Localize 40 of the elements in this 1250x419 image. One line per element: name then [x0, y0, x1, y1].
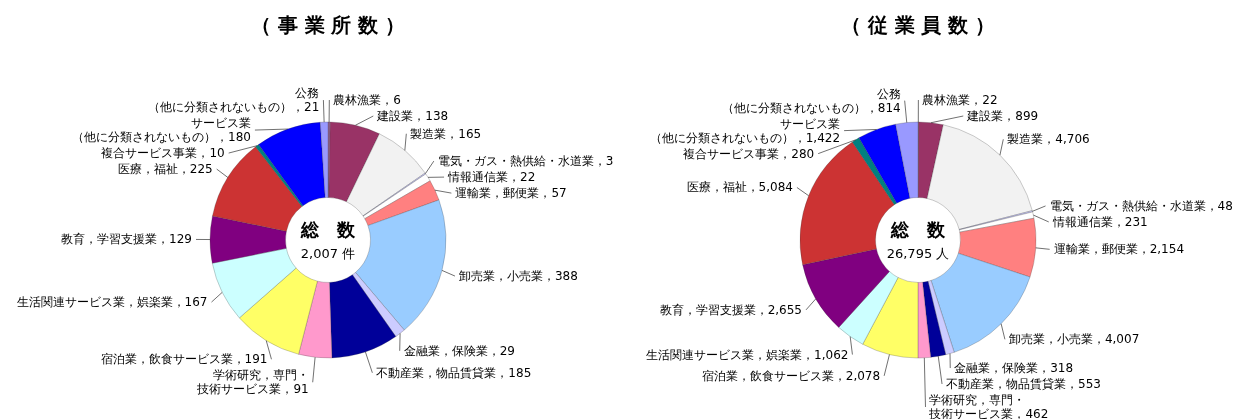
slice-label: 宿泊業，飲食サービス業，191 — [100, 352, 268, 367]
slice-label: 電気・ガス・熱供給・水道業，3 — [437, 154, 614, 169]
slice-label: 金融業，保険業，318 — [954, 361, 1074, 375]
slice-label: 複合サービス事業，280 — [683, 146, 815, 161]
slice-label: 生活関連サービス業，娯楽業，1,062 — [646, 347, 849, 362]
slice-label: 宿泊業，飲食サービス業，2,078 — [701, 368, 881, 383]
slice-label: 情報通信業，231 — [1051, 214, 1148, 229]
slice-label: 不動産業，物品賃貸業，553 — [946, 377, 1101, 391]
slice-label: 公務（他に分類されないもの），21 — [148, 86, 320, 115]
slice-label: 電気・ガス・熱供給・水道業，48 — [1049, 198, 1233, 213]
slice-label: 教育，学習支援業，129 — [61, 232, 192, 247]
slice-label: 卸売業，小売業，4,007 — [1008, 332, 1140, 347]
slice-label: 卸売業，小売業，388 — [458, 269, 578, 284]
slice-label: 複合サービス事業，10 — [101, 146, 225, 161]
slice-label: 学術研究，専門・技術サービス業，91 — [196, 368, 309, 397]
slice-label: 運輸業，郵便業，2,154 — [1053, 242, 1185, 257]
slice-label: 金融業，保険業，29 — [403, 343, 515, 358]
slice-label: 農林漁業，22 — [922, 93, 998, 107]
slice-label: サービス業（他に分類されないもの），180 — [72, 116, 251, 145]
slice-label: 生活関連サービス業，娯楽業，167 — [16, 295, 208, 310]
text: 26,795 人 — [886, 246, 950, 261]
slice-label: 建設業，899 — [966, 109, 1039, 123]
text: 総 数 — [300, 219, 356, 240]
slice-label: 情報通信業，22 — [447, 170, 536, 185]
slice-label: 学術研究，専門・技術サービス業，462 — [928, 393, 1049, 419]
slice-label: 教育，学習支援業，2,655 — [659, 302, 803, 317]
slice-label: 医療，福祉，5,084 — [686, 180, 793, 195]
slice-label: 農林漁業，6 — [333, 93, 401, 108]
text: 総 数 — [890, 219, 946, 240]
slice-label: 医療，福祉，225 — [117, 162, 213, 177]
chart-title: （ 従 業 員 数 ） — [840, 13, 996, 37]
slice-label: 不動産業，物品賃貸業，185 — [376, 365, 532, 380]
slice-label: 製造業，4,706 — [1007, 132, 1090, 147]
slice-label: 製造業，165 — [410, 126, 482, 141]
chart-title: （ 事 業 所 数 ） — [250, 13, 406, 37]
slice-label: 運輸業，郵便業，57 — [455, 186, 567, 201]
slice-label: 建設業，138 — [376, 109, 449, 124]
slice-label: サービス業（他に分類されないもの），1,422 — [649, 116, 841, 145]
slice-label: 公務（他に分類されないもの），814 — [721, 86, 901, 115]
text: 2,007 件 — [300, 246, 356, 261]
